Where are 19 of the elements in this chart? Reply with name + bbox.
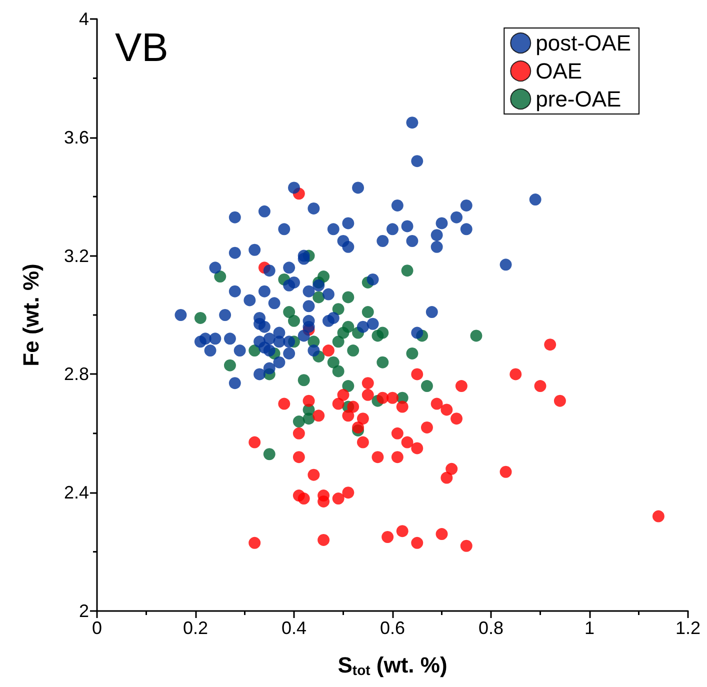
x-tick-label: 1.2 [675, 618, 701, 638]
legend-label: pre-OAE [536, 86, 622, 112]
legend-label: OAE [536, 58, 582, 84]
x-tick-label: 1 [584, 618, 595, 638]
x-axis-title: Stot (wt. %) [338, 652, 448, 678]
y-tick-label: 2.8 [64, 364, 89, 384]
annotation: VB [115, 26, 168, 70]
y-axis-title: Fe (wt. %) [18, 264, 44, 366]
x-tick-label: 0.4 [281, 618, 307, 638]
x-tick-label: 0.6 [380, 618, 406, 638]
y-tick-label: 4 [78, 9, 89, 29]
y-tick-label: 2.4 [64, 482, 89, 503]
y-tick-label: 2 [78, 601, 89, 621]
x-tick-label: 0.2 [182, 618, 208, 638]
legend-label: post-OAE [536, 30, 632, 56]
y-tick-label: 3.2 [64, 246, 89, 266]
x-tick-label: 0 [92, 618, 102, 638]
x-tick-label: 0.8 [478, 618, 504, 638]
y-tick-label: 3.6 [64, 127, 89, 148]
